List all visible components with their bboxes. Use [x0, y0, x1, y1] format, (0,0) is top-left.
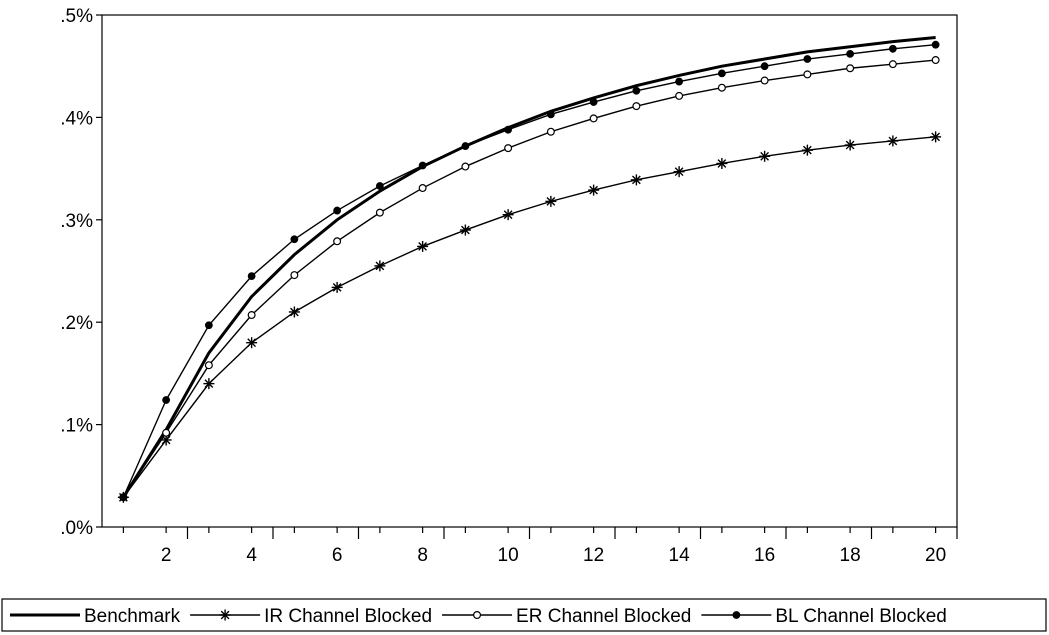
legend-item-bl-channel-blocked: BL Channel Blocked	[701, 606, 947, 627]
data-point-bl-channel-blocked	[204, 321, 213, 330]
data-point-ir-channel-blocked	[887, 135, 899, 147]
x-tick-label: 18	[840, 545, 861, 566]
data-point-er-channel-blocked	[375, 208, 384, 217]
axes: .0% .1% .2% .3% .4% .5% 2 4 6 8 10 12 14 16 18 20	[60, 6, 958, 566]
x-tick-label: 16	[754, 545, 775, 566]
series-line-ir-channel-blocked	[122, 136, 936, 498]
data-point-bl-channel-blocked	[717, 69, 726, 78]
y-tick-label: .3%	[60, 211, 93, 232]
data-point-bl-channel-blocked	[632, 86, 641, 95]
data-point-bl-channel-blocked	[589, 98, 598, 106]
data-point-bl-channel-blocked	[504, 125, 513, 134]
data-point-bl-channel-blocked	[846, 50, 855, 58]
data-point-er-channel-blocked	[204, 361, 213, 370]
series-ir-channel-blocked	[117, 131, 942, 503]
data-point-bl-channel-blocked	[247, 272, 256, 281]
data-point-bl-channel-blocked	[375, 182, 384, 190]
data-point-bl-channel-blocked	[333, 206, 342, 215]
x-tick-label: 4	[246, 545, 257, 566]
data-point-bl-channel-blocked	[119, 493, 128, 502]
data-point-er-channel-blocked	[162, 428, 171, 437]
data-point-er-channel-blocked	[931, 56, 940, 65]
y-tick-label: .0%	[60, 518, 93, 539]
data-point-bl-channel-blocked	[290, 235, 299, 244]
data-point-ir-channel-blocked	[246, 337, 258, 349]
legend-item-er-channel-blocked: ER Channel Blocked	[442, 606, 691, 627]
legend-item-benchmark: Benchmark	[10, 606, 181, 627]
data-point-er-channel-blocked	[333, 237, 342, 246]
data-point-bl-channel-blocked	[888, 44, 897, 53]
data-point-ir-channel-blocked	[374, 260, 386, 272]
data-point-bl-channel-blocked	[546, 110, 555, 119]
data-point-bl-channel-blocked	[760, 62, 769, 71]
data-point-bl-channel-blocked	[162, 396, 171, 404]
legend-label: IR Channel Blocked	[264, 606, 432, 627]
data-point-bl-channel-blocked	[675, 77, 684, 86]
data-point-ir-channel-blocked	[801, 144, 813, 156]
legend-label: BL Channel Blocked	[775, 606, 946, 627]
data-point-ir-channel-blocked	[844, 139, 856, 151]
series-line-er-channel-blocked	[122, 59, 936, 498]
series-line-benchmark	[122, 36, 936, 499]
series-line-bl-channel-blocked	[122, 44, 936, 498]
x-tick-label: 6	[332, 545, 343, 566]
data-point-ir-channel-blocked	[588, 184, 600, 196]
data-point-ir-channel-blocked	[759, 150, 771, 162]
data-point-er-channel-blocked	[418, 184, 427, 193]
x-tick-label: 20	[925, 545, 946, 566]
data-point-ir-channel-blocked	[673, 166, 685, 178]
data-point-er-channel-blocked	[247, 311, 256, 320]
data-point-er-channel-blocked	[632, 102, 641, 111]
legend: Benchmark IR Channel Blocked ER Channel Bl…	[1, 598, 1047, 632]
y-tick-label: .5%	[60, 6, 93, 27]
data-point-bl-channel-blocked	[418, 161, 427, 170]
data-point-ir-channel-blocked	[502, 209, 514, 221]
data-point-er-channel-blocked	[760, 76, 769, 85]
data-point-bl-channel-blocked	[461, 142, 470, 150]
series-layer	[117, 36, 942, 503]
data-point-er-channel-blocked	[717, 83, 726, 92]
legend-marker	[732, 611, 741, 619]
data-point-ir-channel-blocked	[417, 240, 429, 252]
x-tick-label: 12	[583, 545, 604, 566]
data-point-er-channel-blocked	[888, 60, 897, 69]
data-point-er-channel-blocked	[461, 162, 470, 171]
data-point-ir-channel-blocked	[716, 157, 728, 169]
data-point-ir-channel-blocked	[930, 131, 942, 143]
legend-marker	[219, 609, 231, 621]
data-point-er-channel-blocked	[290, 271, 299, 280]
series-benchmark	[122, 36, 936, 499]
y-tick-label: .2%	[60, 313, 93, 334]
y-tick-label: .1%	[60, 416, 93, 437]
x-tick-label: 2	[161, 545, 172, 566]
legend-label: Benchmark	[84, 606, 181, 627]
data-point-er-channel-blocked	[504, 144, 513, 153]
series-er-channel-blocked	[119, 56, 940, 502]
data-point-ir-channel-blocked	[545, 195, 557, 207]
series-bl-channel-blocked	[119, 40, 940, 502]
x-tick-label: 8	[417, 545, 428, 566]
data-point-bl-channel-blocked	[931, 40, 940, 49]
x-tick-label: 14	[669, 545, 691, 566]
data-point-er-channel-blocked	[675, 91, 684, 100]
data-point-ir-channel-blocked	[288, 306, 300, 318]
data-point-ir-channel-blocked	[331, 281, 343, 293]
data-point-er-channel-blocked	[589, 114, 598, 123]
legend-label: ER Channel Blocked	[516, 606, 691, 627]
data-point-er-channel-blocked	[846, 64, 855, 73]
data-point-bl-channel-blocked	[803, 55, 812, 63]
y-tick-label: .4%	[60, 108, 93, 129]
data-point-ir-channel-blocked	[203, 378, 215, 390]
legend-item-ir-channel-blocked: IR Channel Blocked	[190, 606, 432, 627]
data-point-ir-channel-blocked	[630, 174, 642, 186]
legend-marker	[473, 610, 482, 619]
data-point-er-channel-blocked	[803, 70, 812, 79]
x-tick-label: 10	[498, 545, 519, 566]
plot-area	[101, 14, 958, 528]
data-point-er-channel-blocked	[546, 127, 555, 136]
data-point-ir-channel-blocked	[459, 224, 471, 236]
legend-box	[1, 598, 1047, 632]
